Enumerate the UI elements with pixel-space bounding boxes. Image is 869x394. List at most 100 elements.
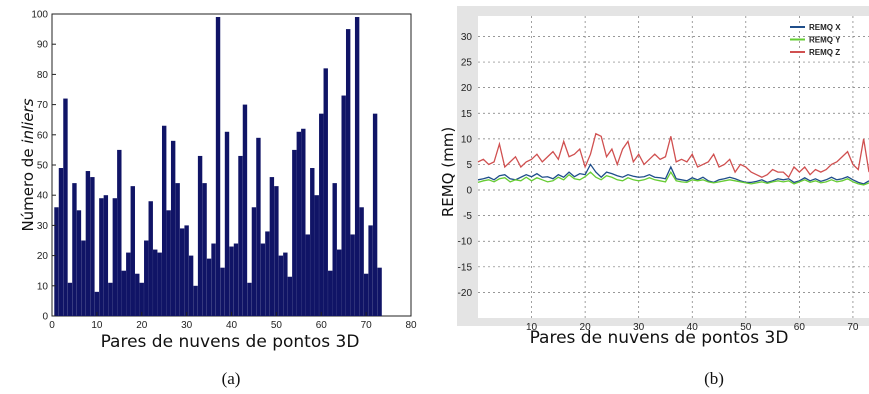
chart-a-bar (283, 252, 288, 316)
chart-a-bar (229, 246, 234, 316)
chart-a-bar (251, 207, 257, 316)
chart-b-y-tick-label: 0 (466, 186, 472, 197)
chart-a-bar (85, 171, 91, 316)
chart-a-bar (354, 17, 360, 317)
chart-a-bar (144, 240, 149, 316)
chart-a-bar (94, 291, 100, 316)
chart-a-x-tick-label: 40 (226, 320, 238, 331)
chart-a-bar (274, 186, 279, 316)
chart-a-bar (328, 270, 333, 316)
chart-a-x-tick-label: 60 (316, 320, 328, 331)
chart-a-y-tick-label: 10 (37, 281, 49, 292)
chart-a-bar (188, 255, 194, 316)
chart-a-bar (202, 183, 207, 316)
chart-a-bar (238, 155, 243, 316)
chart-a-bar (72, 183, 77, 316)
chart-a-caption: (a) (222, 369, 241, 388)
chart-a-bar (296, 131, 302, 316)
chart-a-bar (211, 243, 216, 316)
chart-b-y-ticks: 30 25 20 15 10 5 0 -5 -10 -15 -20 (458, 32, 473, 299)
chart-a-bar (345, 29, 351, 316)
chart-b-x-tick-label: 60 (794, 322, 806, 333)
chart-a-bar (323, 68, 328, 316)
chart-a-y-tick-label: 90 (37, 40, 49, 51)
chart-a-bar (305, 234, 310, 316)
chart-a-bar (157, 252, 162, 316)
chart-a-y-tick-label: 0 (42, 312, 48, 323)
chart-a-bar (310, 168, 315, 316)
chart-b-plot-area (478, 16, 869, 318)
chart-a-bar (337, 249, 342, 316)
chart-a-bar (81, 240, 86, 316)
chart-b-series-remq-y (477, 170, 869, 186)
chart-a-bar (166, 210, 171, 316)
chart-a-bar (368, 225, 373, 316)
chart-a: 0 10 20 30 40 50 60 70 80 0 10 20 30 40 50 60 70 80 90 100… (19, 10, 417, 389)
chart-a-xlabel: Pares de nuvens de pontos 3D (101, 332, 360, 352)
chart-a-bar (170, 140, 176, 316)
chart-a-y-ticks: 0 10 20 30 40 50 60 70 80 90 100 (31, 10, 56, 323)
chart-b-series-remq-x (477, 163, 869, 185)
chart-a-x-tick-label: 20 (136, 320, 148, 331)
chart-a-bar (58, 168, 64, 316)
chart-a-bar (135, 273, 140, 316)
chart-b-x-tick-label: 70 (847, 322, 859, 333)
chart-a-bar (301, 128, 306, 316)
chart-b-y-tick-label: 5 (466, 160, 472, 171)
chart-a-bar (247, 282, 252, 316)
chart-b-y-tick-label: 10 (461, 134, 473, 145)
chart-a-bar (220, 267, 225, 316)
chart-b-x-tick-label: 40 (687, 322, 699, 333)
chart-a-ylabel-italic: inliers (19, 98, 37, 143)
chart-a-bar (215, 17, 221, 317)
chart-a-bar (233, 243, 239, 316)
chart-b-legend-label: REMQ Y (809, 36, 841, 45)
chart-a-bar (197, 155, 203, 316)
chart-a-x-tick-label: 10 (91, 320, 103, 331)
chart-a-x-tick-label: 80 (405, 320, 417, 331)
chart-b-x-tick-label: 50 (740, 322, 752, 333)
chart-a-x-tick-label: 70 (361, 320, 373, 331)
chart-a-bar (179, 228, 185, 316)
chart-a-bar (260, 243, 266, 316)
chart-a-bar (184, 225, 189, 316)
chart-a-y-tick-label: 30 (37, 221, 49, 232)
chart-b-x-tick-label: 30 (633, 322, 645, 333)
chart-b-ylabel: REMQ (mm) (439, 127, 457, 217)
chart-a-ylabel: Número de inliers (19, 98, 37, 231)
chart-a-bar (314, 195, 319, 316)
chart-b-x-tick-label: 10 (526, 322, 538, 333)
chart-a-bar (126, 252, 131, 316)
chart-a-bar (377, 267, 382, 316)
chart-a-y-tick-label: 50 (37, 161, 49, 172)
chart-a-bar (139, 282, 144, 316)
chart-a-y-tick-label: 100 (31, 10, 48, 21)
chart-a-bar (54, 207, 59, 316)
chart-a-bar (130, 186, 135, 316)
chart-b-series-remq-z (477, 132, 869, 179)
chart-b-legend-label: REMQ X (809, 23, 841, 32)
chart-b-y-tick-label: -20 (458, 288, 473, 299)
chart-a-bar (319, 113, 324, 316)
chart-a-bar (242, 104, 248, 316)
chart-b-y-tick-label: 15 (461, 109, 473, 120)
chart-a-bar (148, 201, 153, 316)
chart-a-bar (363, 273, 369, 316)
chart-a-bar (108, 282, 113, 316)
chart-a-x-tick-label: 50 (271, 320, 283, 331)
chart-b-xlabel: Pares de nuvens de pontos 3D (530, 328, 789, 348)
chart-b-caption: (b) (704, 369, 724, 388)
chart-a-bar (350, 234, 355, 316)
chart-a-bar (117, 149, 122, 316)
chart-b-y-tick-label: 20 (461, 83, 473, 94)
chart-a-ylabel-text: Número de (19, 144, 37, 232)
chart-b-y-tick-label: -15 (458, 262, 473, 273)
chart-b-y-tick-label: -5 (463, 211, 472, 222)
chart-b-legend: REMQ X REMQ Y REMQ Z (790, 23, 841, 57)
chart-a-bar (193, 285, 198, 316)
chart-a-bar (67, 282, 73, 316)
chart-a-bar (153, 249, 158, 316)
chart-a-bar (112, 198, 118, 316)
